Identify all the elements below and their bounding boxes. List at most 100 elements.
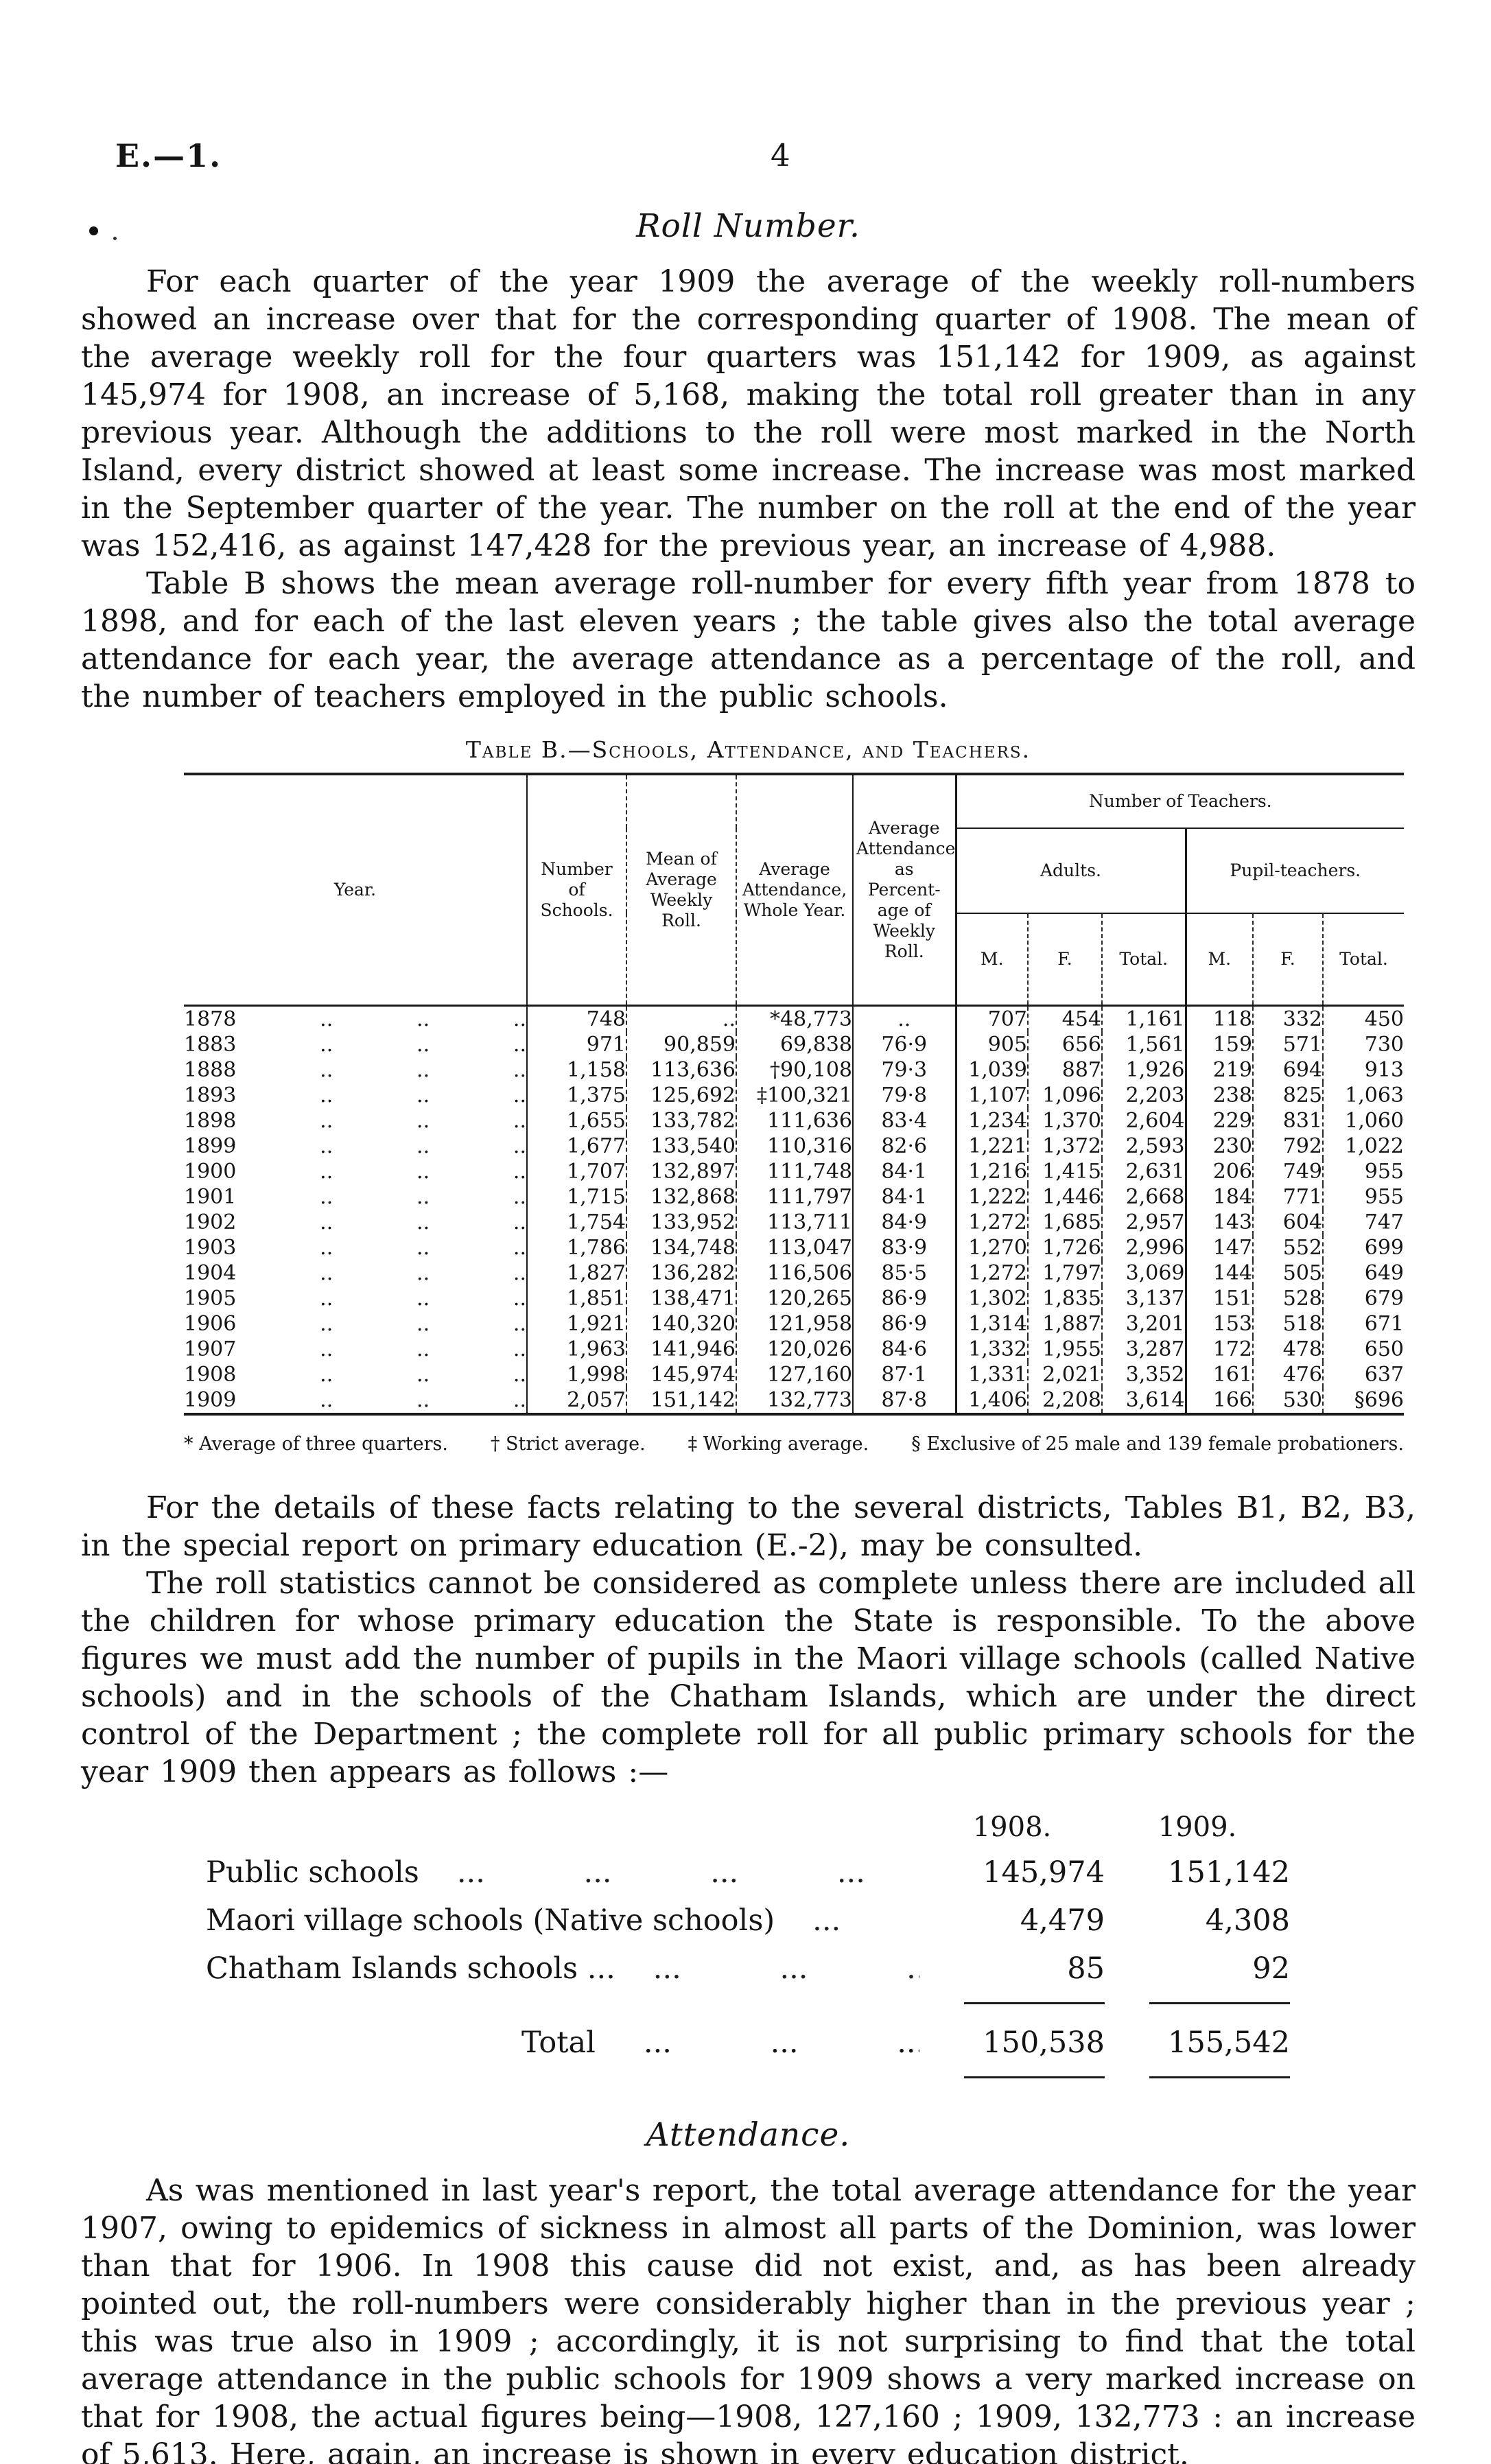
year-cell: 1883......: [184, 1033, 526, 1057]
table-cell: 792: [1252, 1134, 1323, 1159]
table-cell: 132,773: [736, 1387, 853, 1414]
table-row: 1907...... 1,963 141,946 120,026 84·6 1,332 1,…: [184, 1337, 1404, 1362]
year-cell: 1909......: [184, 1388, 526, 1412]
dot-leaders: ... ... ...: [643, 2026, 919, 2060]
table-cell: 955: [1322, 1184, 1404, 1210]
table-cell: 694: [1252, 1057, 1323, 1083]
row-label: Public schools: [206, 1855, 419, 1890]
table-cell: 1,370: [1027, 1108, 1102, 1134]
table-cell: 1,063: [1322, 1083, 1404, 1108]
table-cell: 2,604: [1101, 1108, 1186, 1134]
table-cell: 1,314: [954, 1311, 1028, 1337]
table-cell: 69,838: [736, 1032, 853, 1057]
footnote: § Exclusive of 25 male and 139 female pr…: [911, 1433, 1404, 1455]
table-cell: 656: [1027, 1032, 1102, 1057]
table-cell: 2,631: [1101, 1159, 1186, 1184]
table-cell: 671: [1322, 1311, 1404, 1337]
table-cell: 1,561: [1101, 1032, 1186, 1057]
table-cell: 90,859: [626, 1032, 736, 1057]
table-cell: 85·5: [852, 1260, 956, 1286]
table-cell: 747: [1322, 1210, 1404, 1235]
row-label: Chatham Islands schools ...: [206, 1951, 615, 1986]
table-cell: 552: [1252, 1235, 1323, 1260]
table-row: 1904...... 1,827 136,282 116,506 85·5 1,272 1,…: [184, 1260, 1404, 1286]
table-cell: 1,060: [1322, 1108, 1404, 1134]
year-cell: 1901......: [184, 1185, 526, 1209]
section-heading-attendance: Attendance.: [646, 2116, 851, 2154]
table-row: 1900...... 1,707 132,897 111,748 84·1 1,216 1,…: [184, 1159, 1404, 1184]
ink-spot: [113, 237, 117, 240]
table-cell: 238: [1184, 1083, 1253, 1108]
table-cell: 707: [954, 1005, 1028, 1032]
table-cell: 831: [1252, 1108, 1323, 1134]
year-cell: 1904......: [184, 1261, 526, 1285]
table-cell: 649: [1322, 1260, 1404, 1286]
table-cell: 825: [1252, 1083, 1323, 1108]
roll-summary-col-1908: 1908.: [972, 1811, 1052, 1843]
col-header-adults-f: F.: [1027, 913, 1102, 1007]
table-cell: 143: [1184, 1210, 1253, 1235]
col-header-teachers: Number of Teachers.: [954, 774, 1404, 829]
table-cell: 113,711: [736, 1210, 853, 1235]
sum-rule-row: [206, 2076, 1290, 2093]
table-cell: 1,835: [1027, 1286, 1102, 1311]
table-cell: 132,897: [626, 1159, 736, 1184]
table-cell: 1,222: [954, 1184, 1028, 1210]
table-cell: 913: [1322, 1057, 1404, 1083]
table-cell: 116,506: [736, 1260, 853, 1286]
table-cell: 699: [1322, 1235, 1404, 1260]
table-cell: 2,593: [1101, 1134, 1186, 1159]
table-cell: 1,707: [526, 1159, 626, 1184]
table-cell: 84·1: [852, 1159, 956, 1184]
table-row: 1893...... 1,375 125,692 ‡100,321 79·8 1,107 1…: [184, 1083, 1404, 1108]
footnote: † Strict average.: [490, 1433, 646, 1455]
table-cell: 133,782: [626, 1108, 736, 1134]
table-b: Year. Number of Schools. Mean of Average…: [184, 773, 1404, 1416]
table-cell: 1,096: [1027, 1083, 1102, 1108]
table-cell: *48,773: [736, 1005, 853, 1032]
table-cell: 147: [1184, 1235, 1253, 1260]
table-cell: 219: [1184, 1057, 1253, 1083]
year-cell: 1899......: [184, 1134, 526, 1158]
year-cell: 1888......: [184, 1058, 526, 1082]
table-cell: 1,685: [1027, 1210, 1102, 1235]
table-cell: 1,372: [1027, 1134, 1102, 1159]
table-cell: 571: [1252, 1032, 1323, 1057]
year-cell: 1908......: [184, 1363, 526, 1387]
roll-summary-total-row: Total ... ... ... 150,538 155,542: [206, 2019, 1290, 2067]
table-cell: 454: [1027, 1005, 1102, 1032]
section-heading-roll-number: Roll Number.: [636, 207, 860, 245]
table-b-body: 1878...... 748.. *48,773.. 707 454 1,161 118 33…: [184, 1005, 1404, 1414]
table-cell: 79·3: [852, 1057, 956, 1083]
year-cell: 1906......: [184, 1312, 526, 1336]
table-cell: 1,332: [954, 1337, 1028, 1362]
col-header-pt-f: F.: [1252, 913, 1323, 1007]
table-cell: ..: [626, 1005, 736, 1032]
table-cell: 3,352: [1101, 1362, 1186, 1387]
table-cell: 110,316: [736, 1134, 853, 1159]
col-header-pt-total: Total.: [1322, 913, 1404, 1007]
table-cell: 1,039: [954, 1057, 1028, 1083]
table-cell: 478: [1252, 1337, 1323, 1362]
table-cell: 161: [1184, 1362, 1253, 1387]
table-cell: 2,021: [1027, 1362, 1102, 1387]
table-cell: 679: [1322, 1286, 1404, 1311]
value-1909: 4,308: [1205, 1903, 1290, 1938]
table-cell: 2,996: [1101, 1235, 1186, 1260]
table-cell: 528: [1252, 1286, 1323, 1311]
table-cell: 83·9: [852, 1235, 956, 1260]
table-row: 1899...... 1,677 133,540 110,316 82·6 1,221 1,…: [184, 1134, 1404, 1159]
table-cell: 84·1: [852, 1184, 956, 1210]
table-row: 1903...... 1,786 134,748 113,047 83·9 1,270 1,…: [184, 1235, 1404, 1260]
roll-summary-row: Public schools ... ... ... ... ... 145,974…: [206, 1849, 1290, 1897]
table-row: 1902...... 1,754 133,952 113,711 84·9 1,272 1,…: [184, 1210, 1404, 1235]
table-cell: 134,748: [626, 1235, 736, 1260]
col-header-mean-roll: Mean of Average Weekly Roll.: [626, 774, 736, 1007]
table-cell: 2,957: [1101, 1210, 1186, 1235]
table-cell: 86·9: [852, 1286, 956, 1311]
table-cell: 1,221: [954, 1134, 1028, 1159]
table-cell: 1,677: [526, 1134, 626, 1159]
paragraph-roll-2: Table B shows the mean average roll-numb…: [81, 566, 1416, 714]
table-cell: 159: [1184, 1032, 1253, 1057]
